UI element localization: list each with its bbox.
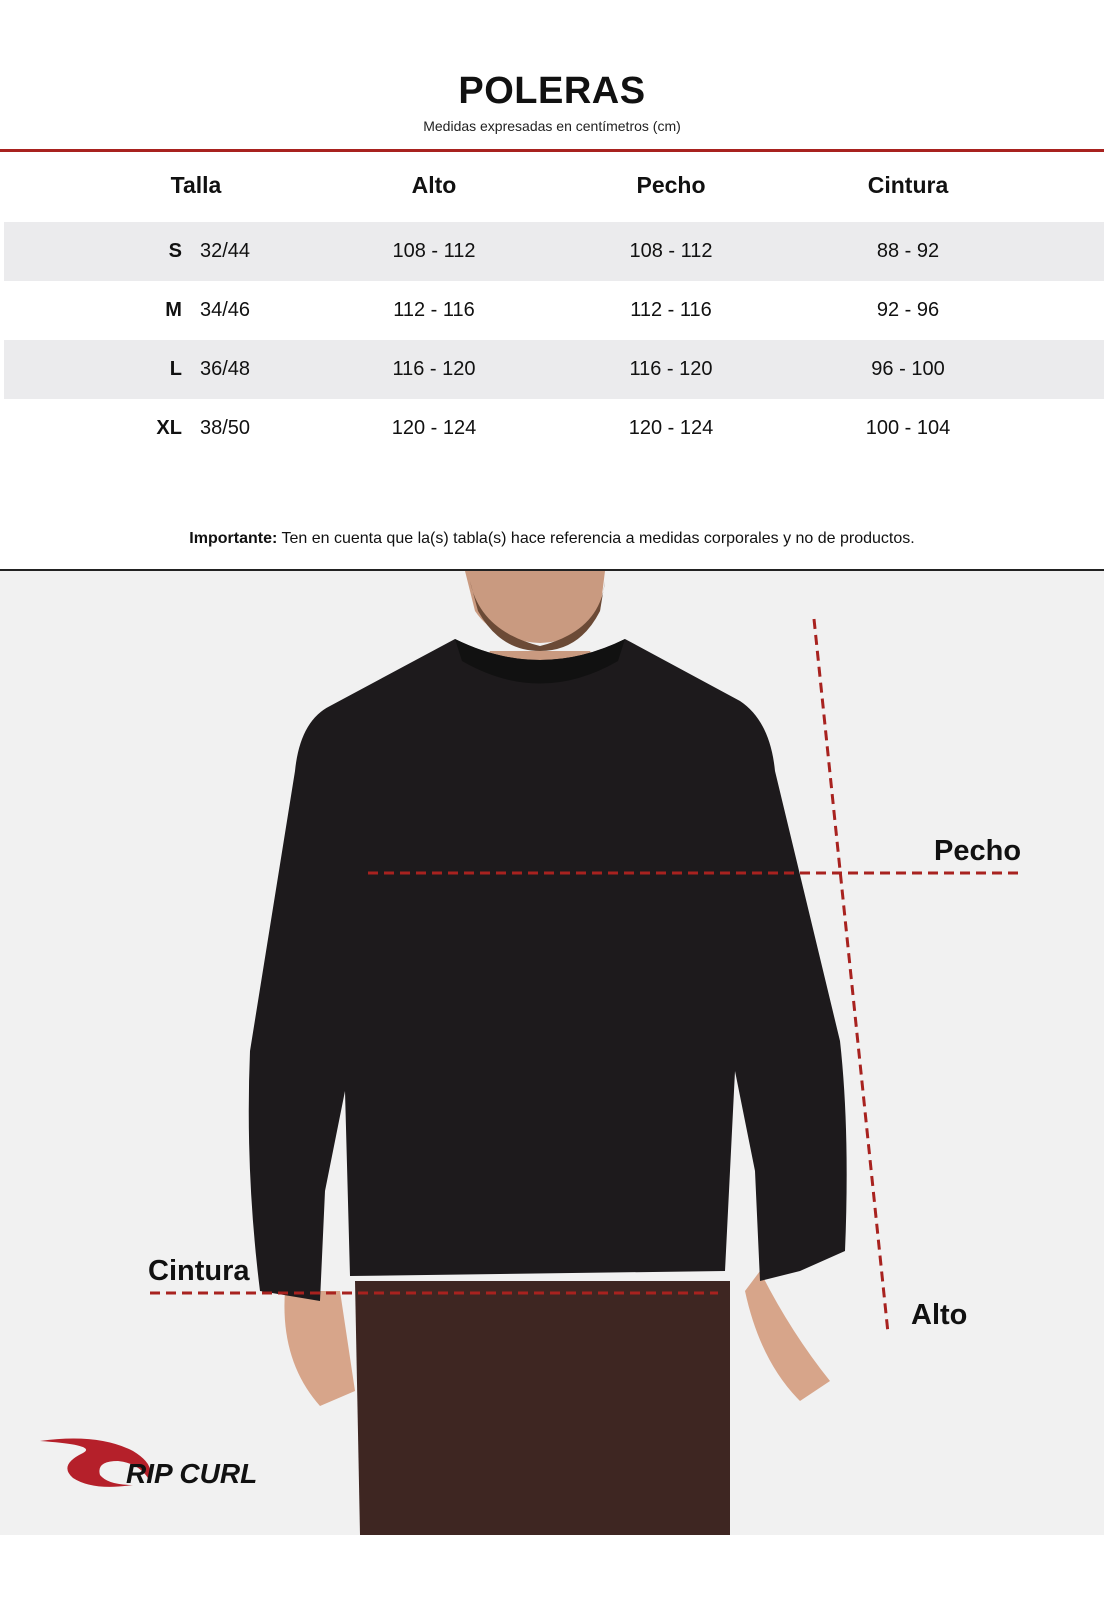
alto-cell: 112 - 116	[393, 299, 475, 321]
size-cell: XL 38/50	[76, 399, 316, 458]
cintura-cell: 92 - 96	[876, 299, 940, 321]
column-header-pecho: Pecho	[636, 172, 706, 198]
size-equivalent: 32/44	[199, 240, 251, 262]
size-letter: M	[165, 299, 182, 321]
column-header-alto: Alto	[411, 172, 457, 198]
size-cell: S 32/44	[76, 222, 316, 281]
alto-label: Alto	[911, 1299, 968, 1331]
pecho-cell: 120 - 124	[628, 417, 714, 439]
table-header: Talla Alto Pecho Cintura	[0, 172, 1104, 212]
note-bold: Importante:	[189, 530, 278, 547]
size-equivalent: 38/50	[199, 417, 251, 439]
size-letter: S	[168, 240, 182, 262]
important-note: Importante: Ten en cuenta que la(s) tabl…	[0, 530, 1104, 548]
rip-curl-logo: RIP CURL	[40, 1438, 257, 1489]
note-text: Ten en cuenta que la(s) tabla(s) hace re…	[277, 530, 915, 547]
pecho-cell: 116 - 120	[629, 358, 713, 380]
cintura-cell: 100 - 104	[865, 417, 951, 439]
size-letter: L	[169, 358, 182, 380]
alto-measure-line	[812, 618, 890, 1334]
size-cell: M 34/46	[76, 281, 316, 340]
alto-cell: 116 - 120	[392, 358, 476, 380]
size-cell: L 36/48	[76, 340, 316, 399]
pecho-cell: 108 - 112	[629, 240, 713, 262]
table-row: L 36/48 116 - 120 116 - 120 96 - 100	[4, 340, 1104, 399]
table-row: M 34/46 112 - 116 112 - 116 92 - 96	[4, 281, 1104, 340]
size-letter: XL	[156, 417, 182, 439]
column-header-cintura: Cintura	[867, 172, 949, 198]
cintura-cell: 96 - 100	[871, 358, 945, 380]
alto-cell: 108 - 112	[392, 240, 476, 262]
cintura-label: Cintura	[148, 1255, 250, 1287]
photo-divider	[0, 569, 1104, 571]
cintura-cell: 88 - 92	[876, 240, 940, 262]
header-divider	[0, 149, 1104, 152]
page-subtitle: Medidas expresadas en centímetros (cm)	[423, 118, 681, 134]
table-row: XL 38/50 120 - 124 120 - 124 100 - 104	[4, 399, 1104, 458]
column-header-talla: Talla	[170, 172, 222, 198]
sweater-illustration	[150, 571, 1022, 1535]
logo-text: RIP CURL	[126, 1458, 257, 1489]
pecho-label: Pecho	[934, 835, 1022, 867]
alto-cell: 120 - 124	[391, 417, 477, 439]
page-title: POLERAS	[458, 70, 646, 112]
model-photo: Pecho Cintura Alto RIP CURL	[0, 571, 1104, 1535]
size-equivalent: 36/48	[199, 358, 251, 380]
pecho-cell: 112 - 116	[630, 299, 712, 321]
size-equivalent: 34/46	[199, 299, 251, 321]
table-row: S 32/44 108 - 112 108 - 112 88 - 92	[4, 222, 1104, 281]
